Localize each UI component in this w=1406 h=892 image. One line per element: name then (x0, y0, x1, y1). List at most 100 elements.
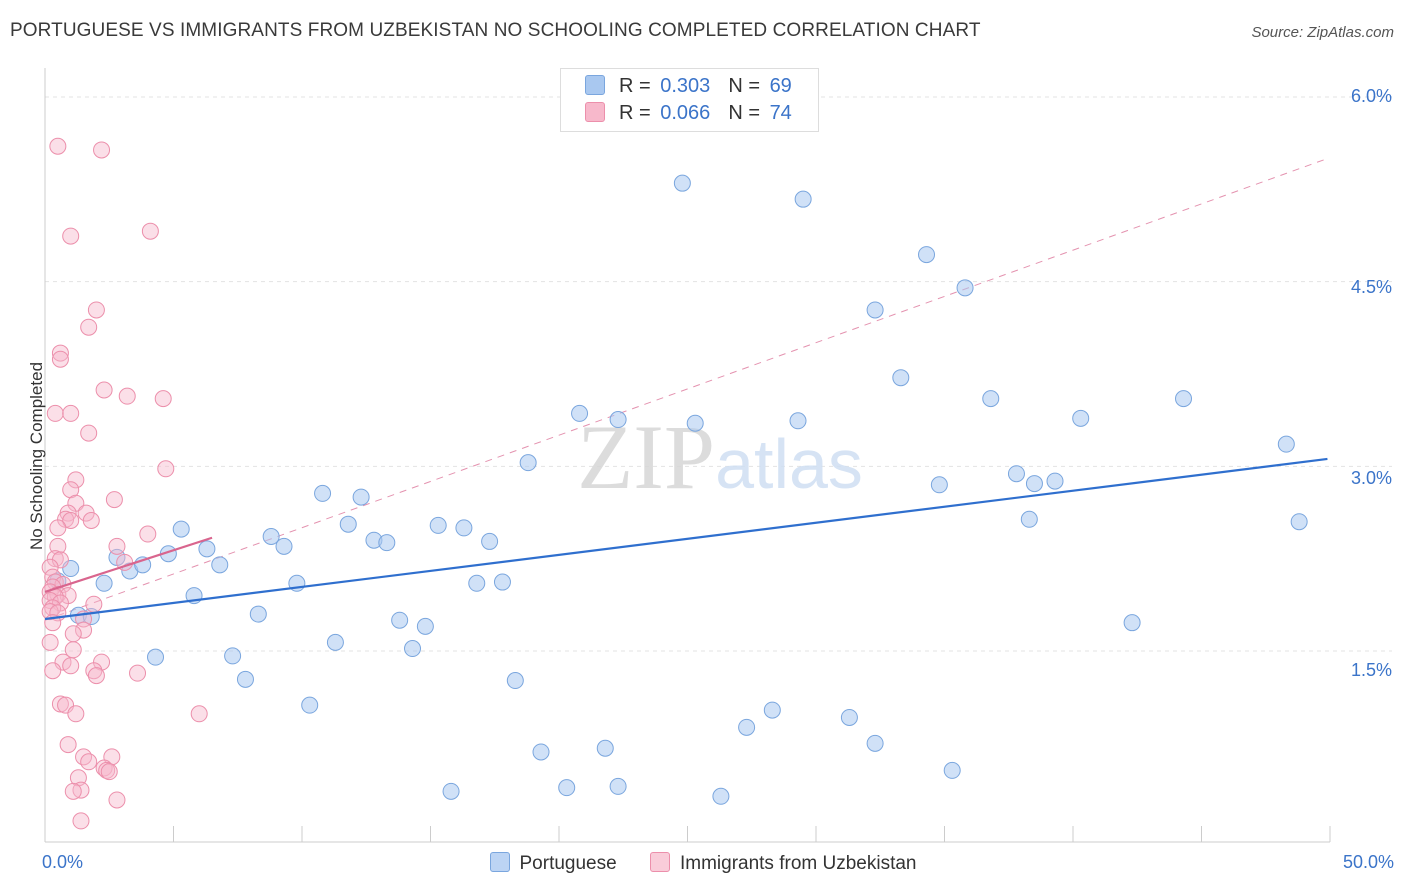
portuguese-point (1020, 510, 1038, 528)
portuguese-point (236, 670, 254, 688)
source-credit: Source: ZipAtlas.com (1251, 24, 1394, 41)
uzbek-point (64, 625, 82, 643)
uzbek-point (85, 662, 103, 680)
portuguese-point (493, 573, 511, 591)
portuguese-point (1290, 513, 1308, 531)
portuguese-point (352, 488, 370, 506)
uzbek-point (44, 662, 62, 680)
portuguese-swatch (489, 852, 510, 872)
legend-label: Immigrants from Uzbekistan (679, 853, 917, 874)
uzbek-point (75, 748, 93, 766)
portuguese-trend (44, 457, 1328, 621)
portuguese-point (391, 611, 409, 629)
portuguese-point (147, 648, 165, 666)
r-value: 0.303 (660, 75, 711, 97)
uzbek-point (67, 471, 85, 489)
r-value: 0.066 (660, 102, 711, 124)
portuguese-point (404, 640, 422, 658)
portuguese-point (609, 777, 627, 795)
portuguese-point (892, 369, 910, 387)
series-legend: Portuguese Immigrants from Uzbekistan (0, 852, 1406, 875)
portuguese-point (1007, 465, 1025, 483)
n-value: 74 (769, 102, 792, 124)
uzbek-point (87, 301, 105, 319)
uzbek-point (62, 404, 80, 422)
portuguese-point (249, 605, 267, 623)
uzbek-point (129, 664, 147, 682)
uzbek-dashed-trend-line (44, 158, 1328, 621)
portuguese-point (339, 515, 357, 533)
uzbek-point (75, 621, 93, 639)
y-tick-label: 4.5% (1350, 277, 1392, 297)
x-tick-label-max: 50.0% (1342, 852, 1394, 872)
portuguese-point (943, 761, 961, 779)
uzbek-point (100, 763, 118, 781)
portuguese-point (1046, 472, 1064, 490)
portuguese-point (1072, 409, 1090, 427)
uzbek-point (80, 753, 98, 771)
uzbek-point (80, 318, 98, 336)
portuguese-point (301, 696, 319, 714)
chart-title: PORTUGUESE VS IMMIGRANTS FROM UZBEKISTAN… (10, 20, 981, 41)
portuguese-point (738, 718, 756, 736)
portuguese-point (314, 484, 332, 502)
uzbek-point (49, 519, 67, 537)
portuguese-point (198, 540, 216, 558)
uzbek-point (46, 404, 64, 422)
portuguese-point (596, 739, 614, 757)
portuguese-points (49, 174, 1308, 805)
uzbek-point (108, 537, 126, 555)
portuguese-point (1277, 435, 1295, 453)
portuguese-point (673, 174, 691, 192)
portuguese-point (763, 701, 781, 719)
uzbek-trend-line (44, 536, 213, 593)
y-tick-label: 6.0% (1350, 86, 1392, 106)
axes (44, 68, 1331, 843)
x-tick-label-min: 0.0% (42, 852, 84, 872)
uzbek-point (154, 390, 172, 408)
uzbek-point (51, 350, 69, 368)
stats-legend: R = 0.303 N = 69 R = 0.066 N = 74 (560, 68, 819, 132)
portuguese-point (455, 519, 473, 537)
portuguese-point (519, 454, 537, 472)
uzbek-swatch (585, 102, 605, 122)
gridlines (45, 96, 1392, 652)
uzbek-point (190, 705, 208, 723)
portuguese-point (789, 412, 807, 430)
uzbek-swatch (649, 852, 670, 872)
portuguese-point (442, 782, 460, 800)
portuguese-point (1123, 614, 1141, 632)
uzbek-point (95, 381, 113, 399)
portuguese-point (1175, 390, 1193, 408)
uzbek-point (62, 227, 80, 245)
portuguese-point (211, 556, 229, 574)
uzbek-point (93, 141, 111, 159)
portuguese-point (326, 633, 344, 651)
y-tick-label: 3.0% (1350, 468, 1392, 488)
portuguese-point (95, 574, 113, 592)
uzbek-point (67, 705, 85, 723)
uzbek-point (49, 137, 67, 155)
portuguese-point (866, 734, 884, 752)
uzbek-point (59, 736, 77, 754)
portuguese-point (378, 534, 396, 552)
portuguese-point (468, 574, 486, 592)
portuguese-point (982, 390, 1000, 408)
portuguese-point (262, 528, 280, 546)
portuguese-point (794, 190, 812, 208)
portuguese-point (840, 708, 858, 726)
uzbek-point (80, 424, 98, 442)
uzbek-point (82, 512, 100, 530)
stats-row-portuguese: R = 0.303 N = 69 (585, 75, 792, 101)
y-tick-label: 1.5% (1350, 660, 1392, 680)
uzbek-point (41, 558, 59, 576)
uzbek-point (157, 460, 175, 478)
portuguese-point (172, 520, 190, 538)
stats-row-uzbek: R = 0.066 N = 74 (585, 102, 792, 128)
n-label: N = (728, 75, 766, 97)
portuguese-point (532, 743, 550, 761)
y-axis-label: No Schooling Completed (27, 361, 46, 551)
uzbek-point (108, 791, 126, 809)
uzbek-point (141, 222, 159, 240)
